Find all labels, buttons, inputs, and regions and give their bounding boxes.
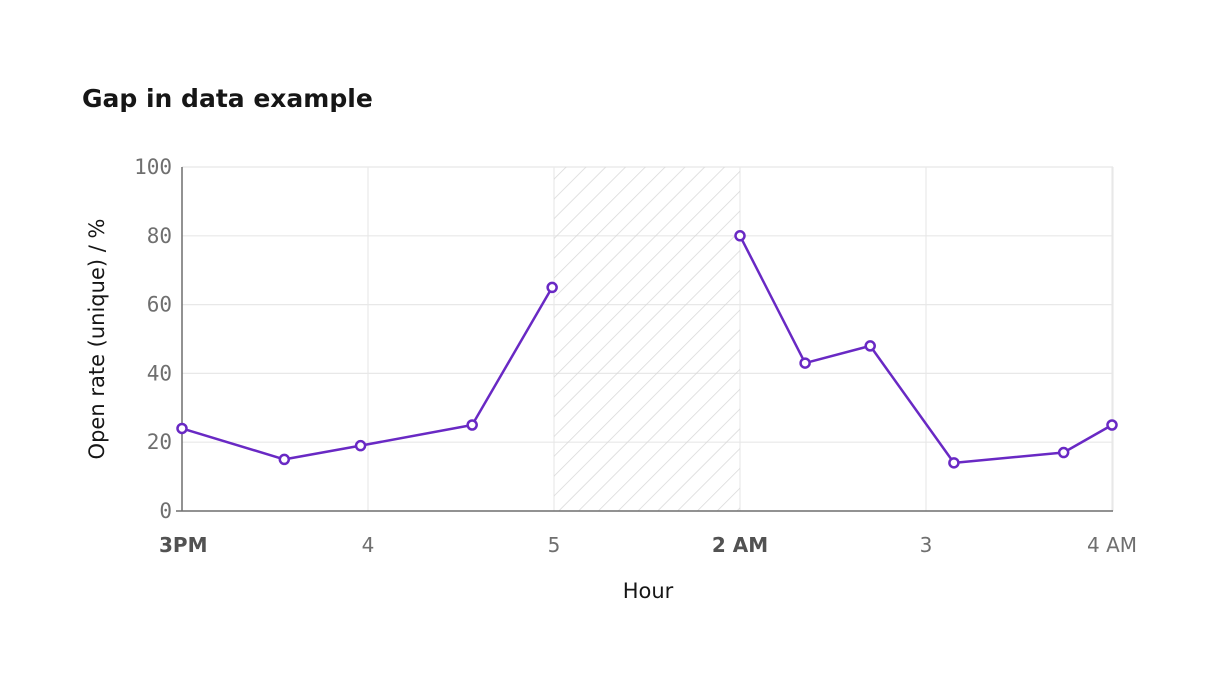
y-tick-label: 60 <box>147 293 172 317</box>
data-gap-region <box>554 167 740 511</box>
x-tick-label: 4 AM <box>1087 533 1137 557</box>
series-line <box>738 235 1113 465</box>
data-point[interactable] <box>799 357 811 369</box>
data-point[interactable] <box>1057 446 1070 459</box>
x-tick-label: 4 <box>362 533 375 557</box>
chart-title: Gap in data example <box>82 84 373 113</box>
data-point[interactable] <box>734 230 746 242</box>
gap-region-group <box>554 167 740 511</box>
y-tick-label: 80 <box>147 224 172 248</box>
data-point[interactable] <box>1106 419 1118 431</box>
axes: 0 20 40 60 80 100 3PM 4 5 2 AM 3 4 AM <box>134 155 1137 557</box>
x-tick-label: 3PM <box>159 533 207 557</box>
data-point[interactable] <box>864 340 876 352</box>
data-point[interactable] <box>278 453 291 466</box>
x-tick-label: 2 AM <box>712 533 768 557</box>
y-tick-label: 40 <box>147 361 172 385</box>
data-point[interactable] <box>466 419 478 431</box>
x-axis-label: Hour <box>623 579 674 603</box>
data-point[interactable] <box>948 457 960 469</box>
data-point[interactable] <box>354 439 367 452</box>
y-tick-label: 100 <box>134 155 172 179</box>
x-tick-label: 5 <box>548 533 561 557</box>
y-tick-label: 20 <box>147 430 172 454</box>
series-group <box>176 230 1118 469</box>
data-point[interactable] <box>546 281 558 294</box>
y-axis-label: Open rate (unique) / % <box>85 219 109 460</box>
data-point[interactable] <box>176 422 188 435</box>
y-tick-label: 0 <box>159 499 172 523</box>
x-tick-label: 3 <box>920 533 933 557</box>
